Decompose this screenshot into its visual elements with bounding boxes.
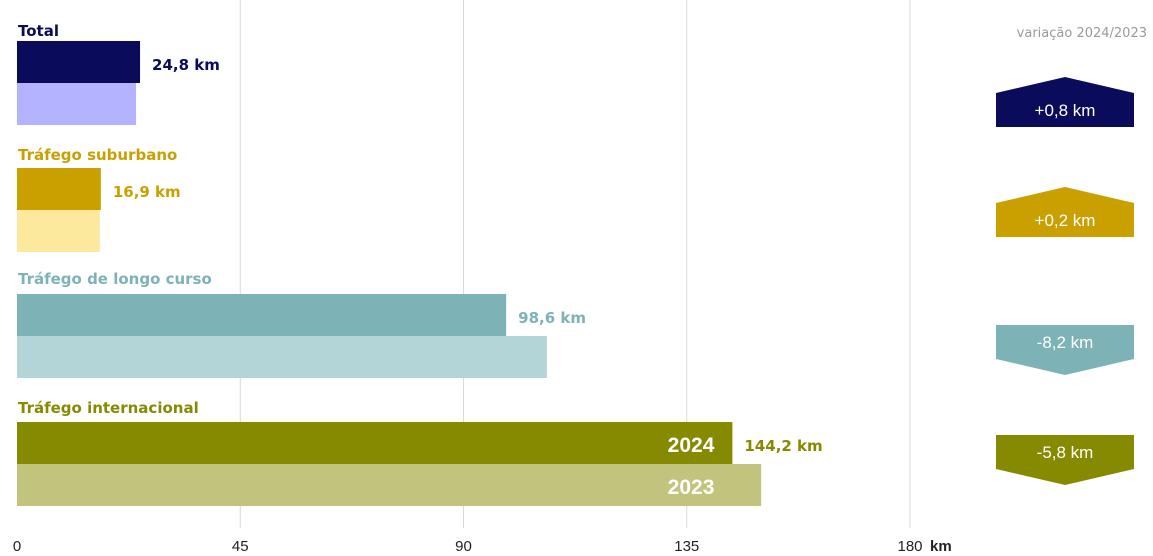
variation-badge (996, 325, 1134, 375)
category-label: Tráfego de longo curso (18, 270, 212, 288)
year-label-2023: 2023 (668, 476, 715, 499)
category-label: Tráfego suburbano (18, 146, 177, 164)
variation-title: variação 2024/2023 (1017, 26, 1147, 41)
variation-badge (996, 77, 1134, 127)
value-label: 16,9 km (113, 183, 181, 201)
bar-2023 (17, 464, 762, 506)
x-tick-label: 0 (13, 538, 21, 555)
x-axis-unit: km (930, 538, 952, 555)
x-tick-label: 45 (232, 538, 249, 555)
value-label: 98,6 km (518, 309, 586, 327)
variation-label: +0,2 km (1035, 211, 1096, 230)
x-tick-label: 135 (674, 538, 699, 555)
x-tick-label: 180 (897, 538, 922, 555)
bar-2023 (17, 210, 100, 252)
variation-label: -5,8 km (1037, 443, 1094, 462)
year-label-2024: 2024 (668, 434, 715, 457)
bar-2023 (17, 83, 137, 125)
value-label: 144,2 km (744, 437, 822, 455)
variation-badge (996, 435, 1134, 485)
variation-label: -8,2 km (1037, 333, 1094, 352)
category-label: Total (18, 22, 59, 40)
value-label: 24,8 km (152, 56, 220, 74)
bar-2023 (17, 336, 547, 378)
variation-badge (996, 187, 1134, 237)
bar-2024 (17, 41, 141, 83)
bar-2024 (17, 422, 733, 464)
bar-2024 (17, 168, 101, 210)
bar-2024 (17, 294, 507, 336)
category-label: Tráfego internacional (18, 399, 199, 417)
variation-label: +0,8 km (1035, 101, 1096, 120)
x-tick-label: 90 (455, 538, 472, 555)
